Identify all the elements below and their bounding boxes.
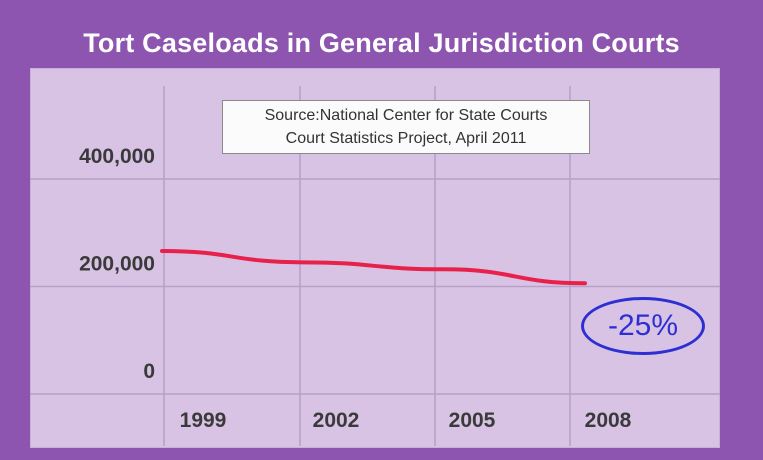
x-tick-label-3: 2008 (585, 409, 632, 432)
source-line-2: Court Statistics Project, April 2011 (285, 130, 527, 147)
source-note: Source:National Center for State Courts … (222, 100, 590, 154)
series-line-0 (160, 249, 587, 286)
y-tick-label-2: 400,000 (79, 145, 155, 168)
chart-title: Tort Caseloads in General Jurisdiction C… (83, 28, 680, 58)
source-line-1: Source:National Center for State Courts (264, 107, 548, 124)
x-tick-label-1: 2002 (313, 409, 360, 432)
y-tick-label-1: 200,000 (79, 253, 155, 276)
series-layer (160, 249, 587, 286)
y-axis-ticks: 0 200,000 400,000 (79, 145, 155, 383)
x-tick-label-0: 1999 (180, 409, 227, 432)
x-tick-label-2: 2005 (449, 409, 496, 432)
y-tick-label-0: 0 (143, 360, 155, 383)
x-axis-ticks: 1999 2002 2005 2008 (180, 409, 632, 432)
percent-change-callout: -25% (581, 297, 705, 355)
